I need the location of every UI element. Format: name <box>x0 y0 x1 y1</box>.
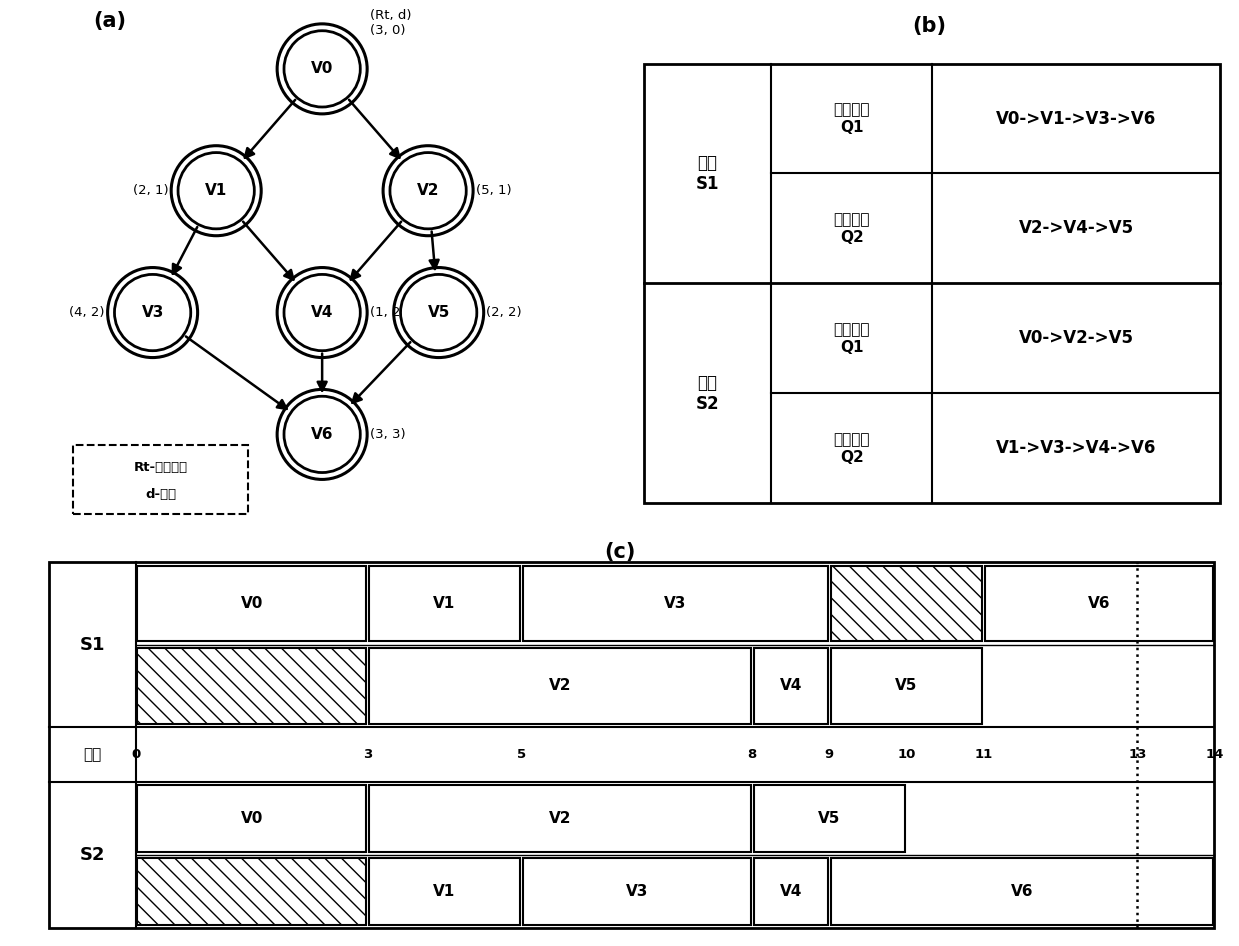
Text: 任务序列
Q2: 任务序列 Q2 <box>834 432 870 464</box>
Text: V4: V4 <box>779 885 802 900</box>
Circle shape <box>178 152 254 229</box>
Bar <box>138 566 366 641</box>
Text: (b): (b) <box>912 16 947 37</box>
Text: V6: V6 <box>1011 885 1033 900</box>
Bar <box>830 648 983 724</box>
Text: S2: S2 <box>79 846 105 865</box>
Text: d-深度: d-深度 <box>145 488 176 501</box>
Text: V1->V3->V4->V6: V1->V3->V4->V6 <box>996 439 1156 457</box>
Text: (4, 2): (4, 2) <box>69 307 105 319</box>
Text: V5: V5 <box>427 305 450 320</box>
Text: (a): (a) <box>94 11 126 31</box>
Text: V2: V2 <box>549 811 571 826</box>
Bar <box>73 445 248 514</box>
Text: V0->V2->V5: V0->V2->V5 <box>1018 329 1134 347</box>
Text: Rt-运行时间: Rt-运行时间 <box>134 461 187 474</box>
Circle shape <box>390 152 466 229</box>
Text: V5: V5 <box>896 678 918 693</box>
Text: 8: 8 <box>748 748 757 761</box>
Text: V1: V1 <box>434 885 456 900</box>
Text: V3: V3 <box>664 596 686 611</box>
Bar <box>523 566 828 641</box>
Text: 13: 13 <box>1129 748 1146 761</box>
Text: (Rt, d)
(3, 0): (Rt, d) (3, 0) <box>369 9 411 37</box>
Text: 9: 9 <box>825 748 834 761</box>
Text: S1: S1 <box>79 636 105 654</box>
Bar <box>830 566 983 641</box>
Bar <box>138 785 366 852</box>
Bar <box>753 858 828 925</box>
Text: V4: V4 <box>311 305 333 320</box>
Text: (3, 3): (3, 3) <box>369 428 405 441</box>
Text: V0: V0 <box>240 811 263 826</box>
Text: V3: V3 <box>141 305 164 320</box>
Text: V6: V6 <box>1088 596 1110 611</box>
Bar <box>138 648 366 724</box>
Text: 11: 11 <box>974 748 992 761</box>
Bar <box>753 785 906 852</box>
Text: V2: V2 <box>416 184 440 199</box>
Bar <box>985 566 1213 641</box>
Circle shape <box>284 396 361 473</box>
Text: V2: V2 <box>549 678 571 693</box>
Text: V4: V4 <box>779 678 802 693</box>
Text: V0->V1->V3->V6: V0->V1->V3->V6 <box>996 110 1156 128</box>
Bar <box>644 63 1220 503</box>
Circle shape <box>114 274 191 351</box>
Text: 调度
S1: 调度 S1 <box>696 154 720 193</box>
Text: 任务序列
Q2: 任务序列 Q2 <box>834 212 870 245</box>
Text: V0: V0 <box>240 596 263 611</box>
Text: V1: V1 <box>206 184 227 199</box>
Text: V2->V4->V5: V2->V4->V5 <box>1018 219 1134 237</box>
Bar <box>368 566 520 641</box>
Text: 3: 3 <box>363 748 372 761</box>
Text: 调度
S2: 调度 S2 <box>696 374 720 412</box>
Circle shape <box>400 274 477 351</box>
Text: V0: V0 <box>311 61 333 77</box>
Text: 0: 0 <box>131 748 141 761</box>
Bar <box>368 858 520 925</box>
Text: V1: V1 <box>434 596 456 611</box>
Bar <box>523 858 751 925</box>
Bar <box>830 858 1213 925</box>
Text: V6: V6 <box>311 427 333 442</box>
Text: (2, 1): (2, 1) <box>133 184 169 197</box>
Bar <box>138 858 366 925</box>
Circle shape <box>284 274 361 351</box>
Text: 5: 5 <box>517 748 525 761</box>
Text: V5: V5 <box>818 811 840 826</box>
Bar <box>368 648 751 724</box>
Text: (c): (c) <box>603 542 636 562</box>
Bar <box>753 648 828 724</box>
Text: 任务序列
Q1: 任务序列 Q1 <box>834 102 870 134</box>
Circle shape <box>284 30 361 107</box>
Text: 10: 10 <box>897 748 916 761</box>
Text: (1, 2): (1, 2) <box>369 307 405 319</box>
Text: (5, 1): (5, 1) <box>476 184 512 197</box>
Text: 14: 14 <box>1206 748 1224 761</box>
Text: 时间: 时间 <box>83 747 102 762</box>
Text: (2, 2): (2, 2) <box>487 307 522 319</box>
Bar <box>368 785 751 852</box>
Text: 任务序列
Q1: 任务序列 Q1 <box>834 323 870 355</box>
Text: V3: V3 <box>626 885 648 900</box>
